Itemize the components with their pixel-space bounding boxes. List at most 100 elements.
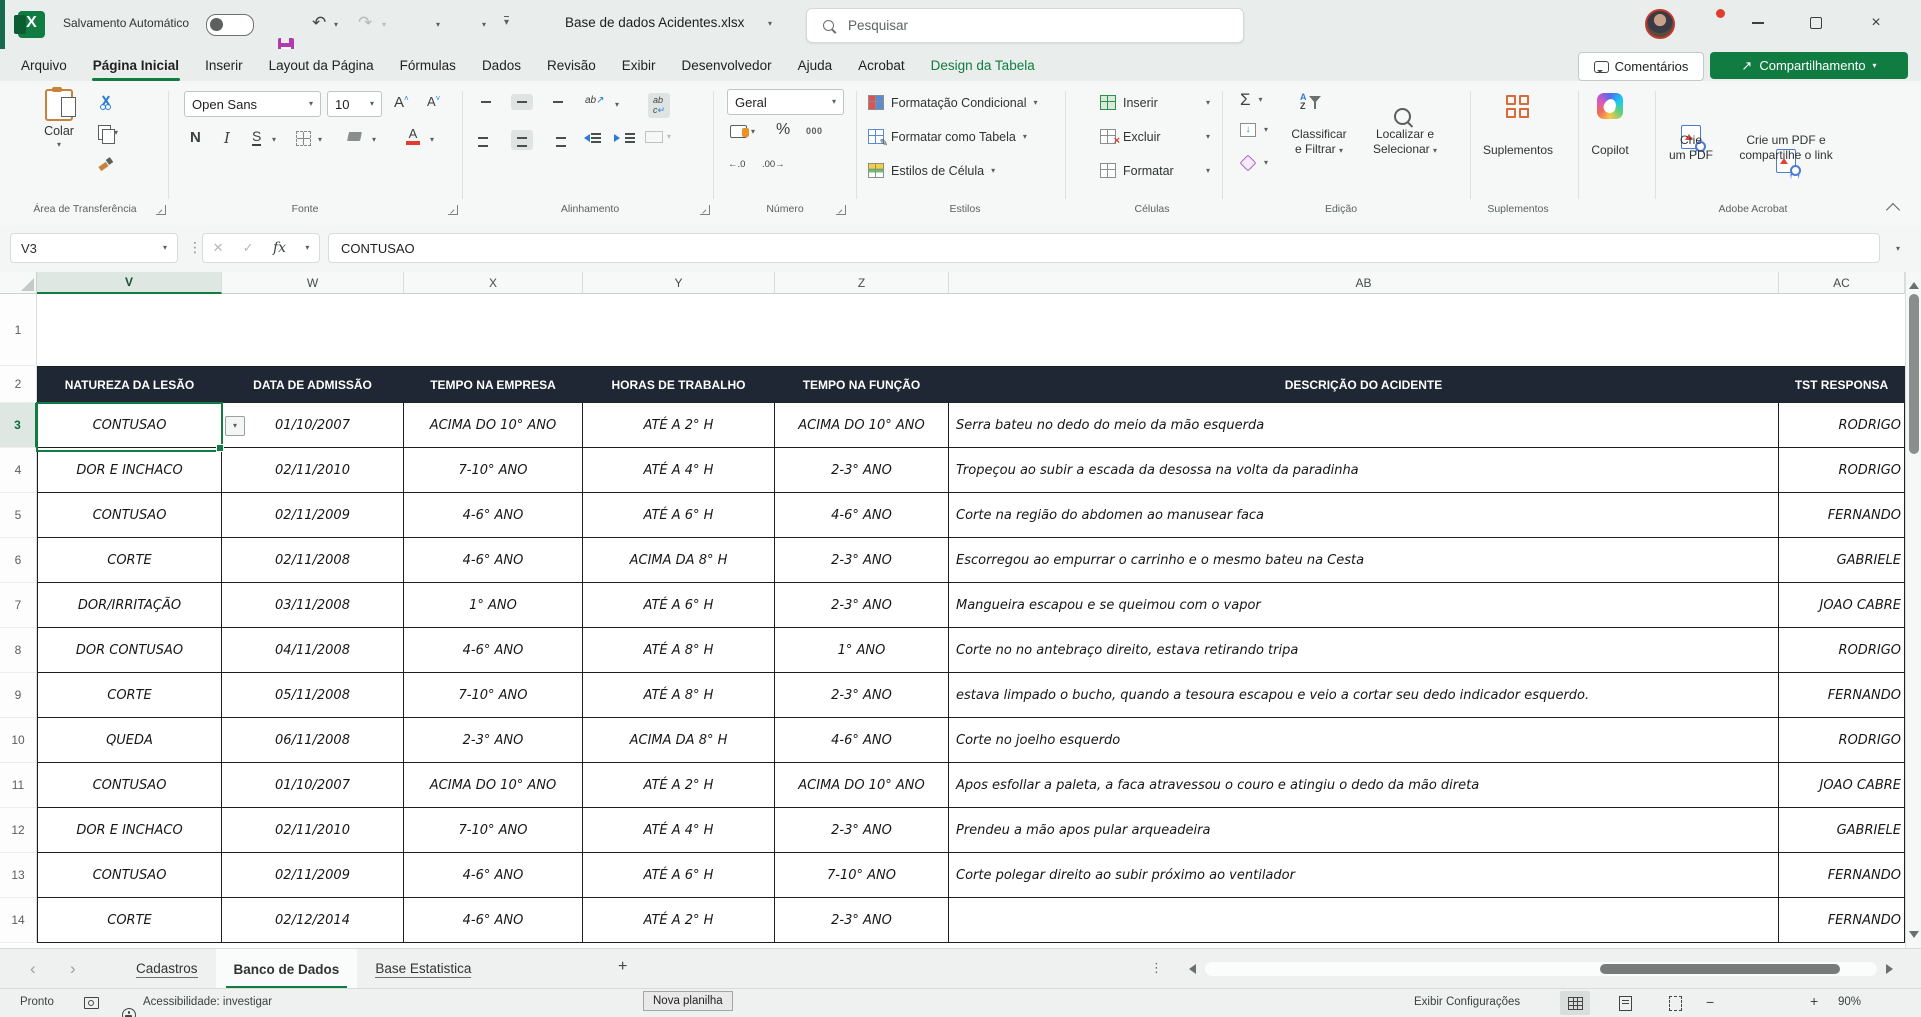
cell-r7-c2[interactable]: 03/11/2008: [222, 583, 404, 627]
cell-r14-c6[interactable]: [949, 898, 1779, 942]
cell-r4-c1[interactable]: DOR E INCHACO: [37, 448, 222, 492]
align-top-button[interactable]: [478, 97, 494, 107]
wrap-text-button[interactable]: ab c↵: [648, 93, 671, 118]
undo-icon[interactable]: ↶: [312, 13, 327, 32]
column-header-ac[interactable]: AC: [1779, 272, 1905, 294]
excel-logo[interactable]: X: [14, 11, 45, 38]
formula-bar-grip-icon[interactable]: ⋮: [188, 239, 202, 255]
cell-r4-c5[interactable]: 2-3° ANO: [775, 448, 949, 492]
copilot-button[interactable]: Copilot: [1591, 143, 1629, 157]
table-edit-2-dropdown-icon[interactable]: ▾: [482, 20, 487, 29]
cell-r7-c7[interactable]: JOAO CABRE: [1779, 583, 1905, 627]
create-pdf-button[interactable]: Crie um PDF: [1668, 133, 1713, 162]
insert-function-icon[interactable]: fx: [272, 240, 287, 256]
create-pdf-share-button[interactable]: Crie um PDF e compartilhe o link: [1739, 133, 1833, 162]
cell-r11-c4[interactable]: ATÉ A 2° H: [583, 763, 775, 807]
cell-r11-c6[interactable]: Apos esfollar a paleta, a faca atravesso…: [949, 763, 1779, 807]
cell-r8-c3[interactable]: 4-6° ANO: [404, 628, 583, 672]
formula-input[interactable]: CONTUSAO: [328, 233, 1880, 263]
column-header-x[interactable]: X: [404, 272, 583, 294]
minimize-button[interactable]: [1736, 4, 1780, 42]
cell-r7-c5[interactable]: 2-3° ANO: [775, 583, 949, 627]
row-header-12[interactable]: 12: [0, 808, 37, 853]
restore-button[interactable]: [1794, 4, 1838, 42]
sheet-tab-base-estatistica[interactable]: Base Estatistica: [375, 960, 472, 978]
alignment-dialog-launcher[interactable]: [700, 205, 710, 215]
inserir-button[interactable]: Inserir ▾: [1100, 95, 1210, 110]
autosum-button[interactable]: Σ ▾: [1240, 90, 1263, 109]
scroll-down-icon[interactable]: [1909, 931, 1919, 943]
cell-r5-c1[interactable]: CONTUSAO: [37, 493, 222, 537]
display-settings-button[interactable]: Exibir Configurações: [1414, 996, 1521, 1008]
cell-r6-c5[interactable]: 2-3° ANO: [775, 538, 949, 582]
accounting-format-button[interactable]: ▾: [730, 125, 755, 138]
tab-formulas[interactable]: Fórmulas: [399, 57, 456, 73]
font-color-dropdown-icon[interactable]: ▾: [430, 135, 435, 144]
table-edit-1-dropdown-icon[interactable]: ▾: [436, 20, 441, 29]
align-right-button[interactable]: [550, 133, 566, 147]
estilos-de-celula-button[interactable]: Estilos de Célula ▾: [868, 163, 995, 178]
tab-revisao[interactable]: Revisão: [546, 57, 596, 73]
cell-r9-c1[interactable]: CORTE: [37, 673, 222, 717]
underline-dropdown-icon[interactable]: ▾: [272, 135, 277, 144]
cell-r9-c6[interactable]: estava limpado o bucho, quando a tesoura…: [949, 673, 1779, 717]
cell-r4-c6[interactable]: Tropeçou ao subir a escada da desossa na…: [949, 448, 1779, 492]
formatar-button[interactable]: Formatar ▾: [1100, 163, 1210, 178]
align-bottom-button[interactable]: [550, 97, 566, 107]
align-middle-button[interactable]: [511, 94, 533, 110]
row-header-4[interactable]: 4: [0, 448, 37, 493]
cell-r8-c1[interactable]: DOR CONTUSAO: [37, 628, 222, 672]
cell-r5-c3[interactable]: 4-6° ANO: [404, 493, 583, 537]
merge-center-button[interactable]: ▾: [645, 131, 671, 143]
cell-r13-c2[interactable]: 02/11/2009: [222, 853, 404, 897]
cell-r4-c4[interactable]: ATÉ A 4° H: [583, 448, 775, 492]
prev-sheet-icon[interactable]: ‹: [30, 959, 36, 978]
horizontal-scroll-thumb[interactable]: [1600, 964, 1840, 974]
cell-r8-c6[interactable]: Corte no no antebraço direito, estava re…: [949, 628, 1779, 672]
cell-r11-c2[interactable]: 01/10/2007: [222, 763, 404, 807]
copy-button[interactable]: ▾: [98, 125, 118, 144]
align-left-button[interactable]: [478, 133, 494, 147]
page-break-view-button[interactable]: [1660, 991, 1690, 1015]
borders-dropdown-icon[interactable]: ▾: [318, 135, 323, 144]
new-sheet-button[interactable]: +: [618, 958, 628, 975]
vertical-scroll-thumb[interactable]: [1909, 294, 1919, 454]
cell-r8-c4[interactable]: ATÉ A 8° H: [583, 628, 775, 672]
undo-dropdown-icon[interactable]: ▾: [334, 20, 339, 29]
data-validation-dropdown[interactable]: ▾: [225, 416, 245, 436]
zoom-level[interactable]: 90%: [1838, 996, 1862, 1008]
cell-r9-c7[interactable]: FERNANDO: [1779, 673, 1905, 717]
font-dialog-launcher[interactable]: [448, 205, 458, 215]
cell-r6-c2[interactable]: 02/11/2008: [222, 538, 404, 582]
cell-r8-c5[interactable]: 1° ANO: [775, 628, 949, 672]
cell-r10-c3[interactable]: 2-3° ANO: [404, 718, 583, 762]
cell-r5-c5[interactable]: 4-6° ANO: [775, 493, 949, 537]
cell-r13-c6[interactable]: Corte polegar direito ao subir próximo a…: [949, 853, 1779, 897]
column-header-w[interactable]: W: [222, 272, 404, 294]
font-color-button[interactable]: A: [406, 127, 420, 145]
cell-r10-c5[interactable]: 4-6° ANO: [775, 718, 949, 762]
cell-r12-c2[interactable]: 02/11/2010: [222, 808, 404, 852]
cell-r12-c1[interactable]: DOR E INCHACO: [37, 808, 222, 852]
fill-handle[interactable]: [216, 444, 224, 452]
row-header-7[interactable]: 7: [0, 583, 37, 628]
scroll-up-icon[interactable]: [1908, 277, 1919, 289]
cell-r9-c2[interactable]: 05/11/2008: [222, 673, 404, 717]
cell-r11-c1[interactable]: CONTUSAO: [37, 763, 222, 807]
cell-r6-c3[interactable]: 4-6° ANO: [404, 538, 583, 582]
row-header-6[interactable]: 6: [0, 538, 37, 583]
quick-access-overflow-icon[interactable]: ▾: [504, 16, 510, 28]
comments-button[interactable]: Comentários: [1578, 52, 1704, 81]
formatar-como-tabela-button[interactable]: ✎ Formatar como Tabela ▾: [868, 129, 1027, 149]
format-painter-button[interactable]: [98, 157, 112, 171]
cell-r14-c1[interactable]: CORTE: [37, 898, 222, 942]
increase-indent-button[interactable]: [614, 133, 635, 143]
cell-r12-c5[interactable]: 2-3° ANO: [775, 808, 949, 852]
font-size-select[interactable]: 10 ▾: [327, 91, 382, 117]
page-layout-view-button[interactable]: [1610, 991, 1640, 1015]
orientation-dropdown-icon[interactable]: ▾: [615, 100, 620, 109]
comma-style-button[interactable]: 000: [806, 126, 823, 136]
cell-r4-c2[interactable]: 02/11/2010: [222, 448, 404, 492]
cut-button[interactable]: [98, 95, 113, 110]
percent-style-button[interactable]: %: [776, 121, 791, 138]
